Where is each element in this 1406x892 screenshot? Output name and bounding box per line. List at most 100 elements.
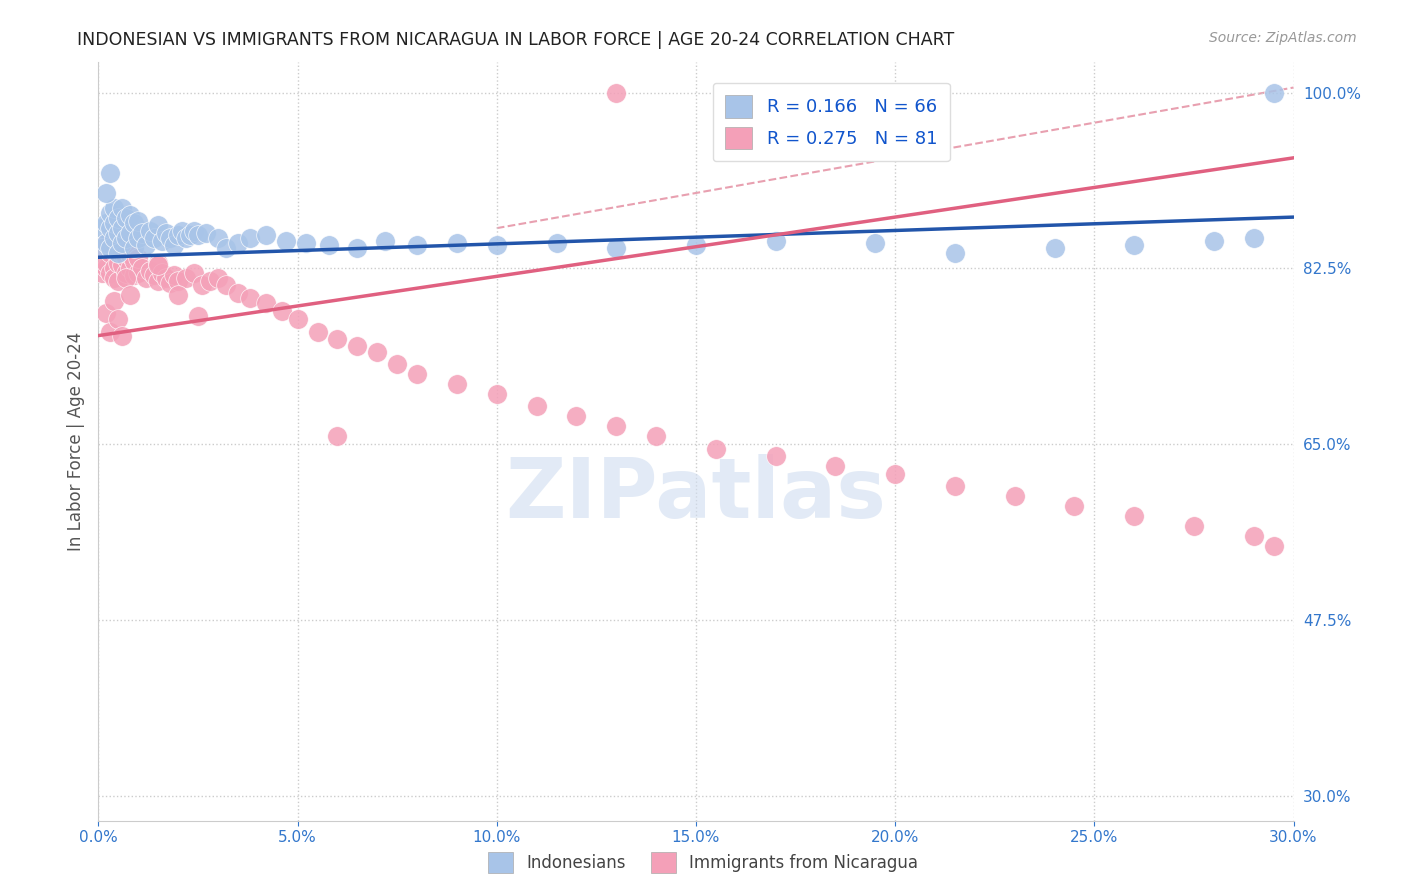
Point: [824, 459, 846, 474]
Point: [605, 86, 627, 100]
Point: [406, 238, 429, 252]
Point: [163, 268, 186, 283]
Point: [107, 226, 129, 240]
Point: [172, 224, 194, 238]
Point: [127, 231, 149, 245]
Point: [287, 311, 309, 326]
Point: [111, 201, 134, 215]
Point: [127, 252, 149, 266]
Text: INDONESIAN VS IMMIGRANTS FROM NICARAGUA IN LABOR FORCE | AGE 20-24 CORRELATION C: INDONESIAN VS IMMIGRANTS FROM NICARAGUA …: [77, 31, 955, 49]
Point: [120, 261, 142, 276]
Point: [103, 231, 125, 245]
Point: [183, 266, 205, 280]
Y-axis label: In Labor Force | Age 20-24: In Labor Force | Age 20-24: [66, 332, 84, 551]
Point: [765, 449, 787, 463]
Point: [115, 252, 138, 266]
Point: [107, 274, 129, 288]
Point: [148, 274, 170, 288]
Point: [111, 258, 134, 272]
Point: [294, 236, 316, 251]
Point: [96, 256, 118, 270]
Point: [96, 236, 118, 251]
Point: [148, 258, 170, 272]
Point: [98, 266, 122, 280]
Point: [143, 231, 166, 245]
Point: [124, 268, 146, 283]
Point: [195, 226, 218, 240]
Point: [446, 376, 468, 391]
Point: [1263, 540, 1285, 554]
Point: [346, 241, 368, 255]
Point: [96, 236, 118, 251]
Point: [120, 248, 142, 262]
Point: [645, 429, 668, 443]
Point: [226, 236, 249, 251]
Point: [98, 166, 122, 180]
Point: [103, 201, 125, 215]
Point: [884, 467, 907, 482]
Point: [98, 246, 122, 260]
Point: [215, 241, 238, 255]
Point: [98, 231, 122, 245]
Point: [91, 241, 114, 255]
Point: [103, 216, 125, 230]
Point: [139, 264, 162, 278]
Point: [103, 271, 125, 285]
Point: [385, 357, 409, 371]
Point: [254, 228, 277, 243]
Point: [215, 278, 238, 293]
Point: [239, 231, 262, 245]
Point: [135, 271, 157, 285]
Point: [187, 309, 209, 323]
Point: [183, 224, 205, 238]
Point: [605, 241, 627, 255]
Point: [115, 266, 138, 280]
Point: [1004, 489, 1026, 503]
Point: [174, 271, 197, 285]
Point: [120, 226, 142, 240]
Point: [191, 278, 214, 293]
Point: [155, 271, 177, 285]
Point: [107, 246, 129, 260]
Point: [167, 274, 190, 288]
Point: [270, 304, 292, 318]
Point: [307, 325, 329, 339]
Point: [239, 292, 262, 306]
Text: Source: ZipAtlas.com: Source: ZipAtlas.com: [1209, 31, 1357, 45]
Point: [943, 246, 966, 260]
Point: [103, 261, 125, 276]
Point: [179, 228, 201, 243]
Point: [1263, 86, 1285, 100]
Point: [115, 231, 138, 245]
Point: [131, 261, 153, 276]
Point: [111, 246, 134, 260]
Point: [167, 228, 190, 243]
Point: [346, 338, 368, 352]
Point: [326, 429, 349, 443]
Point: [406, 367, 429, 381]
Point: [1202, 234, 1225, 248]
Point: [943, 479, 966, 493]
Point: [135, 238, 157, 252]
Point: [127, 266, 149, 280]
Point: [526, 399, 548, 413]
Point: [159, 277, 181, 291]
Point: [1243, 529, 1265, 543]
Point: [103, 294, 125, 309]
Point: [120, 288, 142, 302]
Point: [107, 256, 129, 270]
Point: [163, 238, 186, 252]
Point: [124, 216, 146, 230]
Point: [107, 241, 129, 255]
Point: [143, 268, 166, 283]
Point: [131, 226, 153, 240]
Point: [207, 271, 229, 285]
Point: [446, 236, 468, 251]
Point: [174, 231, 197, 245]
Point: [111, 221, 134, 235]
Point: [1063, 500, 1085, 514]
Point: [148, 256, 170, 270]
Point: [159, 231, 181, 245]
Point: [765, 234, 787, 248]
Point: [103, 244, 125, 259]
